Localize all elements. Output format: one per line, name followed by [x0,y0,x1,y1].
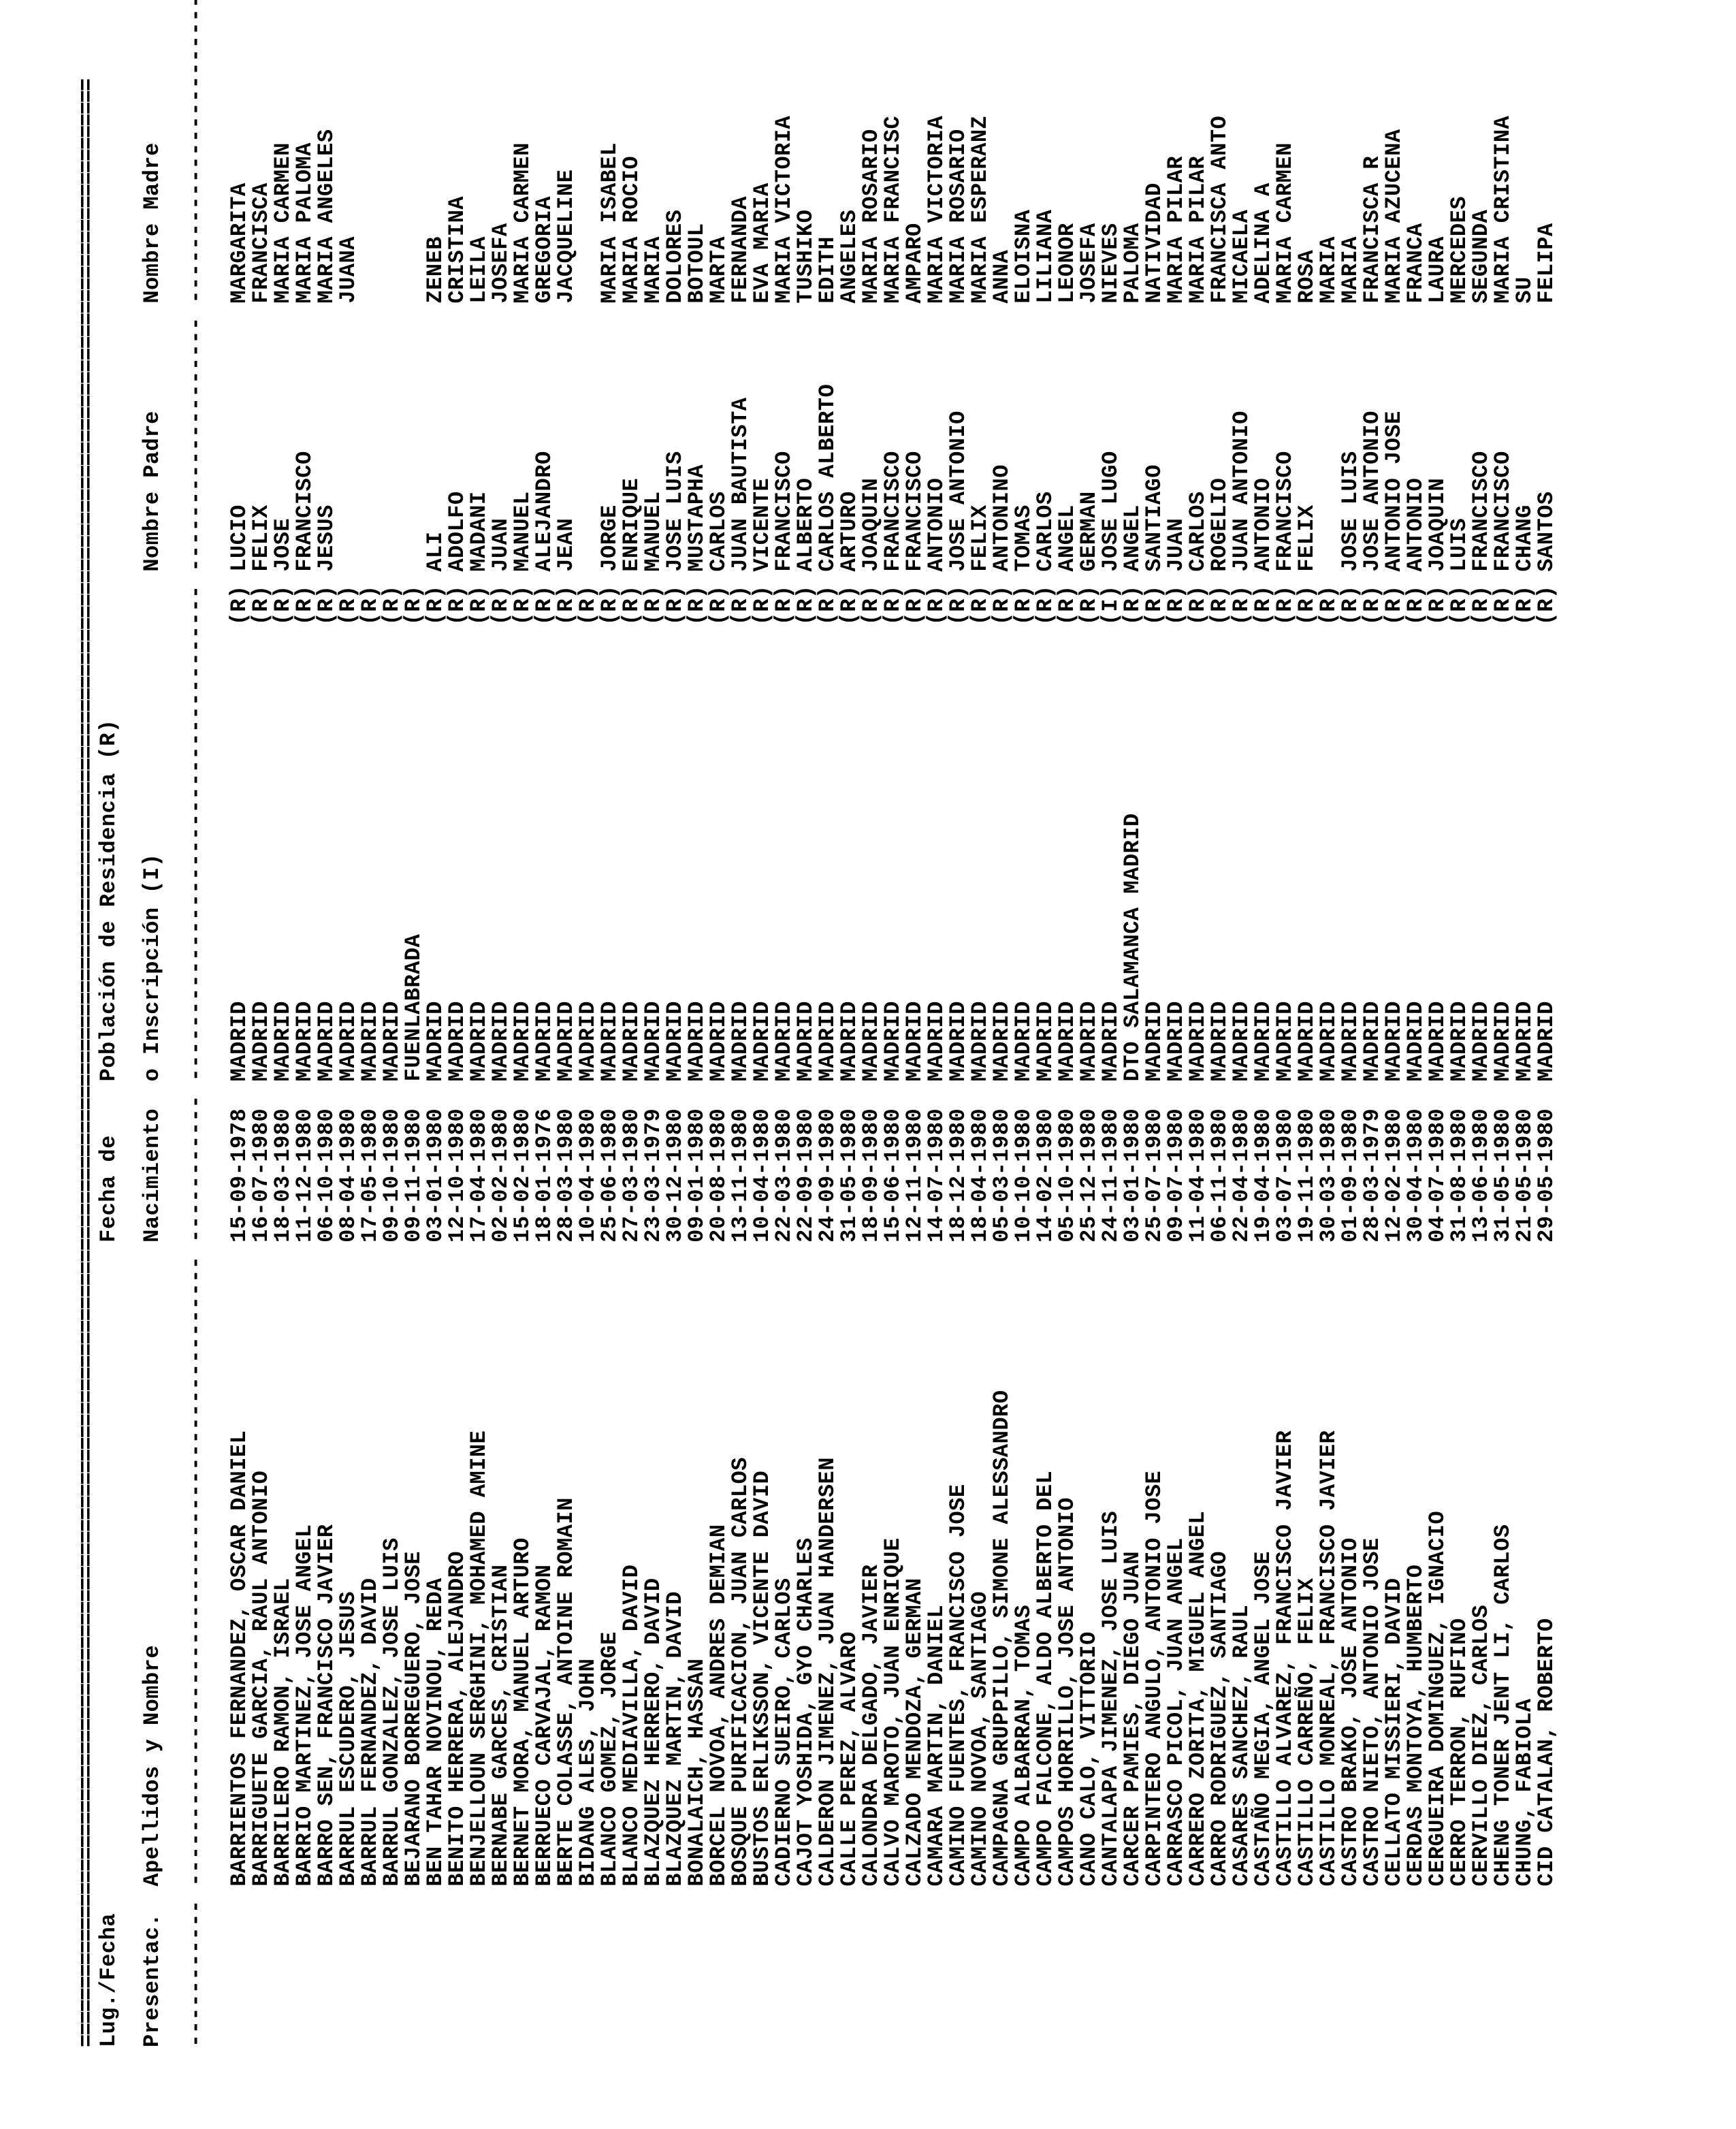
table-row: BENJELLOUN SERGHINI, MOHAMED AMINE 17-04… [468,82,490,2047]
table-row: BONALAICH, HASSAN 09-01-1980 MADRID (R) … [686,82,708,2047]
header-line-1: Lug./Fecha Fecha de Población de Residen… [98,82,120,2047]
table-row: CASTAÑO MEGIA, ANGEL JOSE 19-04-1980 MAD… [1253,82,1274,2047]
table-row: CELLATO MISSIERI, DAVID 12-02-1980 MADRI… [1383,82,1405,2047]
table-row: CAJOT YOSHIDA, GYO CHARLES 22-09-1980 MA… [795,82,817,2047]
table-row: CARCER PAMIES, DIEGO JUAN 03-01-1980 DTO… [1122,82,1144,2047]
table-row: CARRO RODRIGUEZ, SANTIAGO 06-11-1980 MAD… [1209,82,1231,2047]
table-row: CALDERON JIMENEZ, JUAN HANDERSEN 24-09-1… [817,82,839,2047]
table-row: BLANCO GOMEZ, JORGE 25-06-1980 MADRID (R… [599,82,621,2047]
table-row: CAMPO FALCONE, ALDO ALBERTO DEL 14-02-19… [1035,82,1057,2047]
table-row: CASTILLO CARREÑO, FELIX 19-11-1980 MADRI… [1296,82,1318,2047]
table-row: CARPINTERO ANGULO, ANTONIO JOSE 25-07-19… [1144,82,1166,2047]
table-row: BLANCO MEDIAVILLA, DAVID 27-03-1980 MADR… [621,82,643,2047]
table-row: CASTRO BRAKO, JOSE ANTONIO 01-09-1980 MA… [1340,82,1362,2047]
table-row: BLAZQUEZ MARTIN, DAVID 30-12-1980 MADRID… [664,82,686,2047]
table-row: CALVO MAROTO, JUAN ENRIQUE 15-06-1980 MA… [882,82,904,2047]
table-row: BARRUL ESCUDERO, JESUS 08-04-1980 MADRID… [338,82,359,2047]
table-row: CARRERO ZORITA, MIGUEL ANGEL 11-04-1980 … [1187,82,1209,2047]
dash-rule: ----------- ----------------------------… [185,82,207,2047]
table-row: CAMPO ALBARRAN, TOMAS 10-10-1980 MADRID … [1013,82,1035,2047]
table-row: BUSTOS ERLIKSSON, VICENTE DAVID 10-04-19… [752,82,773,2047]
table-row: BARRIO MARTINEZ, JOSE ANGEL 11-12-1980 M… [294,82,316,2047]
table-row: CERRO TERRON, RUFINO 31-08-1980 MADRID (… [1449,82,1470,2047]
table-row: CID CATALAN, ROBERTO 29-05-1980 MADRID (… [1536,82,1558,2047]
table-row: BLAZQUEZ HERRERO, DAVID 23-03-1979 MADRI… [643,82,664,2047]
table-row: CERVILLO DIEZ, CARLOS 13-06-1980 MADRID … [1470,82,1492,2047]
table-row: CALONDRA DELGADO, JAVIER 18-09-1980 MADR… [861,82,882,2047]
table-row: BENITO HERRERA, ALEJANDRO 12-10-1980 MAD… [447,82,468,2047]
table-row: CHENG TONER JENT LI, CARLOS 31-05-1980 M… [1492,82,1514,2047]
table-row: CERDAS MONTOYA, HUMBERTO 30-04-1980 MADR… [1405,82,1427,2047]
table-row: CARRASCO PICOL, JUAN ANGEL 09-07-1980 MA… [1166,82,1187,2047]
table-row: CASTRO NIETO, ANTONIO JOSE 28-03-1979 MA… [1362,82,1383,2047]
table-row: CAMPOS HORRILLO, JOSE ANTONIO 05-10-1980… [1057,82,1078,2047]
table-row: BOSQUE PURIFICACION, JUAN CARLOS 13-11-1… [730,82,752,2047]
table-row: CANTALAPA JIMENEZ, JOSE LUIS 24-11-1980 … [1100,82,1122,2047]
table-row: CAMPAGNA GRUPPILLO, SIMONE ALESSANDRO 05… [991,82,1013,2047]
table-row: BERNABE GARCES, CRISTIAN 02-02-1980 MADR… [490,82,512,2047]
table-row: BIDANG ALES, JOHN 10-04-1980 MADRID (R) [577,82,599,2047]
table-row: BERNET MORA, MANUEL ARTURO 15-02-1980 MA… [512,82,534,2047]
table-row: CASTILLO ALVAREZ, FRANCISCO JAVIER 03-07… [1274,82,1296,2047]
table-row: BEN TAHAR NOVINOU, REDA 03-01-1980 MADRI… [425,82,447,2047]
table-row: CAMINO NOVOA, SANTIAGO 18-04-1980 MADRID… [969,82,991,2047]
table-row: CASARES SANCHEZ, RAUL 22-04-1980 MADRID … [1231,82,1253,2047]
table-row: CALZADO MENDOZA, GERMAN 12-11-1980 MADRI… [904,82,926,2047]
table-row: BERRUECO CARVAJAL, RAMON 18-01-1976 MADR… [534,82,556,2047]
table-body: BARRIENTOS FERNANDEZ, OSCAR DANIEL 15-09… [229,82,1558,2047]
header-line-2: Presentac. Apellidos y Nombre Nacimiento… [142,82,163,2047]
table-row: CHUNG, FABIOLA 21-05-1980 MADRID (R) CHA… [1514,82,1536,2047]
table-row: BARRIENTOS FERNANDEZ, OSCAR DANIEL 15-09… [229,82,251,2047]
table-row: CAMARA MARTIN, DANIEL 14-07-1980 MADRID … [926,82,948,2047]
table-row: BARRUL FERNANDEZ, DAVID 17-05-1980 MADRI… [359,82,381,2047]
table-row: BORCEL NOVOA, ANDRES DEMIAN 20-08-1980 M… [708,82,730,2047]
table-row: BARRILERO RAMON, ISRAEL 18-03-1980 MADRI… [272,82,294,2047]
table-row: BARRO SEN, FRANCISCO JAVIER 06-10-1980 M… [316,82,338,2047]
table-row: BARRIGUETE GARCIA, RAUL ANTONIO 16-07-19… [251,82,272,2047]
table-row: CALLE PEREZ, ALVARO 31-05-1980 MADRID (R… [839,82,861,2047]
table-row: CAMINO FUENTES, FRANCISCO JOSE 18-12-198… [948,82,969,2047]
document-page: ========================================… [0,0,1736,2129]
table-row: CASTILLO MONREAL, FRANCISCO JAVIER 30-03… [1318,82,1340,2047]
table-row: CANO CALO, VITTORIO 25-12-1980 MADRID (R… [1078,82,1100,2047]
table-row: BARRUL GONZALEZ, JOSE LUIS 09-10-1980 MA… [381,82,403,2047]
table-row: CERGUEIRA DOMINGUEZ, IGNACIO 04-07-1980 … [1427,82,1449,2047]
table-row: BEJARANO BORREGUERO, JOSE 09-11-1980 FUE… [403,82,425,2047]
table-row: BERTE COLASSE, ANTOINE ROMAIN 28-03-1980… [556,82,577,2047]
table-row: CADIERNO SUEIRO, CARLOS 22-03-1980 MADRI… [773,82,795,2047]
